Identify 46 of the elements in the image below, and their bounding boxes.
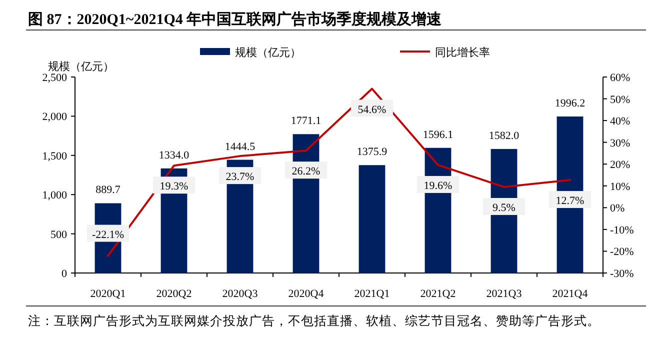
y2-tick-label: 30% xyxy=(610,137,630,150)
y2-tick-label: -20% xyxy=(610,246,634,258)
legend-label: 规模（亿元） xyxy=(235,47,301,59)
data-label: 23.7% xyxy=(226,171,254,184)
y2-tick-label: 0% xyxy=(610,202,625,215)
x-tick-label: 2021Q3 xyxy=(486,288,522,300)
y2-tick-label: 40% xyxy=(610,116,630,128)
data-label: 1334.0 xyxy=(158,149,190,162)
data-label: 19.6% xyxy=(424,180,452,192)
data-label: 1596.1 xyxy=(422,128,454,141)
data-label: 1582.0 xyxy=(488,130,520,142)
x-tick-label: 2021Q2 xyxy=(420,288,456,300)
legend-label: 同比增长率 xyxy=(435,46,490,59)
data-label: 889.7 xyxy=(96,184,121,196)
x-tick-label: 2020Q1 xyxy=(90,288,126,300)
text: 注：互联网广告形式为互联网媒介投放广告，不包括直播、软植、综艺节目冠名、赞助等广告形式。 xyxy=(28,314,600,328)
data-label: 1444.5 xyxy=(224,140,256,153)
data-label: 54.6% xyxy=(358,104,386,116)
data-label: 1375.9 xyxy=(356,146,388,158)
data-label: 1996.2 xyxy=(554,98,586,110)
x-tick-label: 2020Q4 xyxy=(288,288,324,300)
y-tick-label: 2,500 xyxy=(42,72,68,84)
y-tick-label: 2,000 xyxy=(42,111,68,124)
y2-tick-label: 20% xyxy=(610,159,630,172)
x-tick-label: 2020Q2 xyxy=(156,288,192,300)
y-tick-label: 1,000 xyxy=(42,190,68,202)
y2-tick-label: -30% xyxy=(610,268,634,280)
x-tick-label: 2021Q4 xyxy=(552,288,588,300)
y-tick-label: 0 xyxy=(62,268,68,280)
x-tick-label: 2021Q1 xyxy=(354,288,390,300)
y-tick-label: 1,500 xyxy=(42,150,68,162)
y2-tick-label: 60% xyxy=(610,72,630,84)
y-tick-label: 500 xyxy=(50,228,68,241)
data-label: 1771.1 xyxy=(290,115,322,128)
bar xyxy=(358,165,386,273)
data-label: 9.5% xyxy=(492,202,516,214)
data-label: -22.1% xyxy=(92,228,124,241)
data-label: 12.7% xyxy=(556,195,584,208)
data-label: 26.2% xyxy=(292,166,320,178)
chart-title: 图 87：2020Q1~2021Q4 年中国互联网广告市场季度规模及增速 xyxy=(28,10,443,28)
y2-tick-label: 50% xyxy=(610,94,630,106)
y-axis-title: 规模（亿元） xyxy=(48,61,114,73)
y2-tick-label: -10% xyxy=(610,224,634,236)
x-tick-label: 2020Q3 xyxy=(222,288,258,300)
data-label: 19.3% xyxy=(160,180,188,193)
y2-tick-label: 10% xyxy=(610,180,630,193)
